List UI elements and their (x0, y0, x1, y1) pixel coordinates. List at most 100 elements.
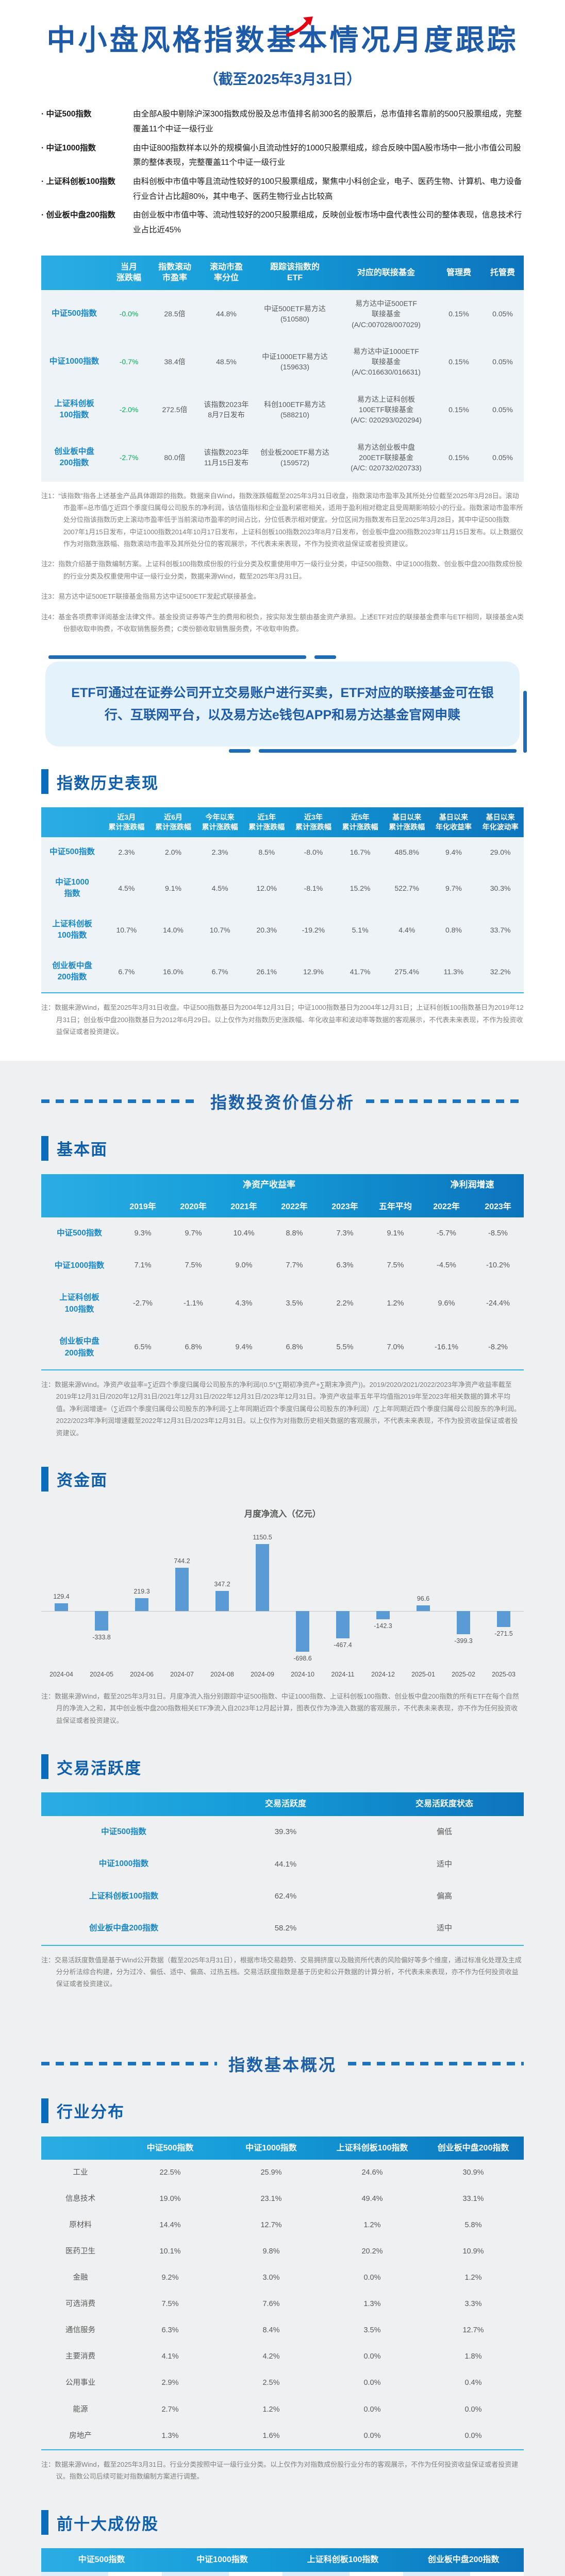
chart-x-label: 2025-02 (452, 1670, 475, 1678)
table-cell: -8.2% (472, 1326, 524, 1370)
chart-x-label: 2024-04 (49, 1670, 73, 1678)
table-cell: 6.7% (196, 951, 243, 994)
table-cell: 30.3% (490, 884, 511, 892)
table-cell: 1.6% (221, 2422, 322, 2450)
table-cell: -2.7% (133, 1299, 153, 1308)
index-overview-table: 当月 涨跌幅 指数滚动 市盈率 滚动市盈 率分位 跟踪该指数的 ETF 对应的联接基金 管… (41, 255, 524, 482)
table-body: 工业 22.5% 25.9% 24.6% 30.9% 信息技术 19.0% 23.1% 49.4… (41, 2160, 524, 2450)
table-cell: 0.15% (448, 453, 469, 462)
header-cell (41, 1174, 118, 1196)
table-row: 创业板中盘200指数 58.2% 适中 (41, 1912, 524, 1946)
index-description: 由全部A股中剔除沪深300指数成份股及总市值排名前300名的股票后，总市值排名靠… (133, 110, 522, 134)
table-cell: 7.3% (336, 1229, 354, 1238)
table-cell: 11.3% (430, 951, 477, 994)
table-cell: 中证500指数 (101, 1827, 146, 1836)
table-cell: -8.5% (488, 1229, 508, 1238)
chart-bar (135, 1598, 148, 1611)
table-cell: 9.3% (134, 1229, 152, 1238)
table-cell: 上证科创板 100指数 (59, 1293, 99, 1314)
chart-value-label: 96.6 (417, 1595, 430, 1603)
header-cell: 权重（%） (470, 2571, 524, 2576)
table-cell: 房地产 (41, 2422, 120, 2450)
table-cell: 0.0% (363, 2352, 381, 2361)
table-cell: 4.5% (211, 884, 228, 892)
table-cell: 4.2% (262, 2352, 280, 2361)
table-cell: 2.3% (211, 848, 228, 857)
header-cell: 跟踪该指数的 ETF (270, 262, 320, 283)
table-cell: -24.4% (486, 1299, 510, 1308)
chart-zero-axis (41, 1611, 524, 1612)
header-cell: 中证1000指数 (245, 2143, 297, 2153)
flow-chart-xlabels: 2024-04 2024-05 2024-06 2024-07 2024-08 2024-… (41, 1671, 524, 1678)
table-cell: 8.4% (262, 2326, 280, 2335)
table-cell: 偏低 (436, 1827, 452, 1837)
chart-x-label: 2024-07 (170, 1670, 194, 1678)
index-name-label: 中证500指数 (41, 107, 133, 137)
table-cell: 33.7% (490, 925, 511, 934)
note-text: 注3：易方达中证500ETF联接基金指易方达中证500ETF发起式联接基金。 (41, 592, 260, 601)
note-text: 注：交易活跃度数值是基于Wind公开数据（截至2025年3月31日），根据市场交… (41, 1956, 522, 1988)
flow-chart-plot: 129.4 -333.8 219.3 744.2 347.2 1150.5 -698.6 -4… (41, 1533, 524, 1663)
history-performance-table: 近3月 累计涨跌幅 近6月 累计涨跌幅 今年以来 累计涨跌幅 近1年 累计涨跌幅 近3年… (41, 807, 524, 994)
header-cell: 上证科创板100指数 (307, 2555, 379, 2565)
chart-bar (55, 1603, 68, 1611)
table-cell: -2.7% (119, 453, 139, 462)
chart-value-label: 129.4 (53, 1593, 70, 1601)
header-cell: 近6月 累计涨跌幅 (155, 813, 191, 832)
table-cell: 7.7% (286, 1261, 303, 1270)
chart-x-label: 2025-01 (411, 1670, 435, 1678)
table-cell: 该指数2023年 8月7日发布 (204, 400, 249, 419)
table-cell: 科创100ETF易方达 (588210) (264, 400, 326, 419)
table-row: 中证500指数 9.3% 9.7% 10.4% 8.8% 7.3% 9.1% -5.7% -8.… (41, 1217, 524, 1249)
table-cell: 10.7% (116, 925, 137, 934)
chart-value-label: 744.2 (174, 1557, 190, 1565)
table-cell: 0.15% (448, 358, 469, 366)
table-cell: 80.0倍 (164, 453, 186, 462)
table-cell: 6.7% (103, 951, 150, 994)
chart-bar-slot: 96.6 (403, 1533, 443, 1663)
table-cell: 8.5% (258, 848, 275, 857)
index-description: 由创业板中市值中等、流动性较好的200只股票组成，反映创业板市场中盘代表性公司的… (133, 211, 522, 235)
table-row: 中证1000指数 7.1% 7.5% 9.0% 7.7% 6.3% 7.5% -4.5% -10… (41, 1250, 524, 1282)
table-cell: -5.7% (437, 1229, 456, 1238)
table-body: 中证500指数 -0.0% 28.5倍 44.8% 中证500ETF易方达 (51058… (41, 290, 524, 482)
index-description: 由中证800指数样本以外的规模偏小且流动性好的1000只股票组成，综合反映中国A… (133, 143, 521, 167)
table-cell: 9.4% (445, 848, 462, 857)
table-header: 净资产收益率 净利润增速 2019年 2020年 2021年 2022年 2023年 五年… (41, 1174, 524, 1218)
table-cell: 4.5% (118, 884, 135, 892)
table-row: 创业板中盘 200指数 -2.7% 80.0倍 该指数2023年 11月15日发布 创业… (41, 434, 524, 482)
chart-bar-slot: -399.3 (443, 1533, 484, 1663)
table-cell: 6.3% (161, 2326, 179, 2335)
header-cell: 交易活跃度 (264, 1800, 306, 1809)
chart-bar (95, 1611, 108, 1631)
heading-text: 行业分布 (57, 2103, 125, 2122)
table-cell: 创业板中盘200指数 (41, 1912, 206, 1946)
table-cell: 9.0% (235, 1261, 253, 1270)
table-cell: 9.1% (387, 1229, 404, 1238)
table-cell: 金融 (73, 2274, 88, 2282)
header-cell: 指数滚动 市盈率 (158, 262, 191, 283)
table-body: 中证500指数 39.3% 偏低 中证1000指数 44.1% 适中 上证科创板100指数 6… (41, 1816, 524, 1946)
table-cell: 0.05% (492, 453, 513, 462)
table-cell: 上证科创板100指数 (89, 1891, 159, 1901)
header-cell: 2022年 (281, 1202, 308, 1211)
table-cell: 9.6% (438, 1299, 455, 1308)
table-row: 原材料 14.4% 12.7% 1.2% 5.8% (41, 2212, 524, 2239)
chart-bar-slot: 219.3 (122, 1533, 162, 1663)
table-cell: 创业板中盘 200指数 (41, 951, 103, 994)
table-row: 上证科创板 100指数 -2.0% 272.5倍 该指数2023年 8月7日发布 科创1… (41, 386, 524, 434)
table-cell: 12.7% (260, 2221, 282, 2230)
header-cell: 近5年 累计涨跌幅 (342, 813, 378, 832)
chart-x-label: 2024-08 (210, 1670, 234, 1678)
chart-bar-slot: -467.4 (323, 1533, 363, 1663)
table-cell: -16.1% (421, 1326, 472, 1370)
table-cell: 0.15% (448, 405, 469, 414)
header-cell: 基日以来 年化收益率 (435, 813, 472, 832)
heading-text: 前十大成份股 (57, 2515, 159, 2533)
table-cell: 30.9% (462, 2168, 484, 2177)
table-cell: 10.1% (159, 2247, 181, 2256)
header-cell: 上证科创板100指数 (336, 2143, 408, 2153)
table-cell: -8.1% (304, 884, 323, 892)
table-cell: 3.3% (464, 2300, 482, 2309)
